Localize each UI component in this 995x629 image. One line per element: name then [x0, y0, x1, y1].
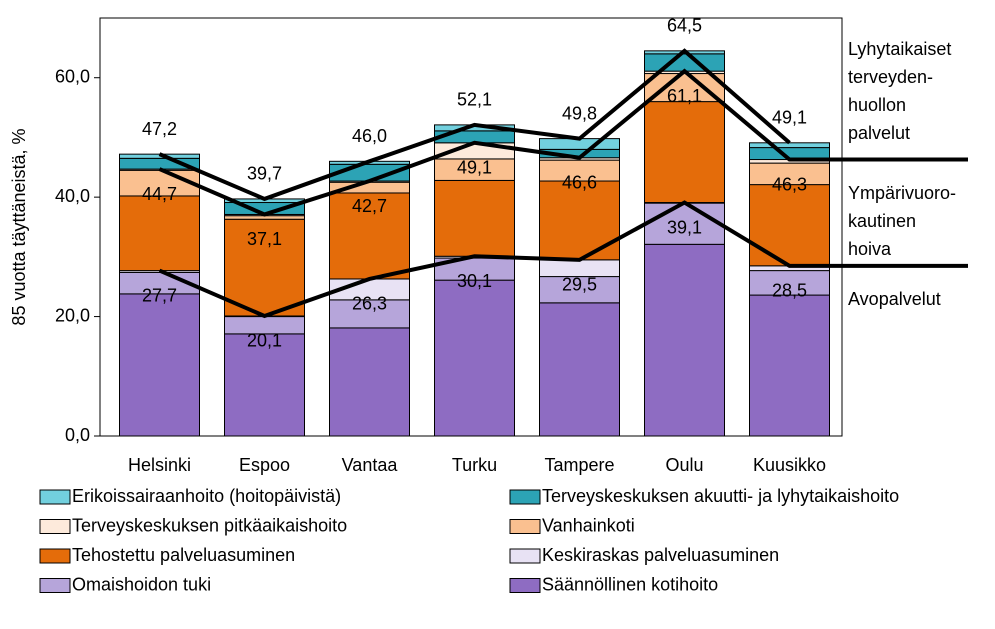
value-label: 30,1 [457, 271, 492, 291]
value-label: 47,2 [142, 119, 177, 139]
bar-segment [539, 302, 620, 437]
legend-swatch [39, 489, 71, 505]
bar-segment [749, 270, 830, 296]
x-tick-label: Oulu [665, 455, 703, 475]
bar-segment [749, 142, 830, 149]
value-label: 46,3 [772, 174, 807, 194]
y-tick-label: 0,0 [65, 425, 90, 445]
value-label: 42,7 [352, 196, 387, 216]
x-tick-label: Helsinki [128, 455, 191, 475]
value-label: 27,7 [142, 285, 177, 305]
line-annotation: Avopalvelut [848, 289, 941, 309]
value-label: 46,0 [352, 126, 387, 146]
bar-segment [644, 101, 725, 204]
value-label: 49,8 [562, 103, 597, 123]
y-tick-label: 60,0 [55, 66, 90, 86]
bar-segment [329, 327, 410, 437]
bar-segment [644, 243, 725, 437]
y-tick-label: 40,0 [55, 186, 90, 206]
legend-swatch [39, 548, 71, 564]
legend-swatch [509, 548, 541, 564]
bar-segment [224, 218, 305, 317]
legend-swatch [39, 578, 71, 593]
value-label: 20,1 [247, 331, 282, 351]
bar-segment [644, 53, 725, 72]
legend-label: Säännöllinen kotihoito [542, 574, 718, 594]
bar-segment [119, 195, 200, 272]
x-tick-label: Vantaa [342, 455, 399, 475]
line-annotation: terveyden- [848, 67, 933, 87]
bar-segment [434, 279, 515, 437]
value-label: 39,1 [667, 217, 702, 237]
x-tick-label: Turku [452, 455, 497, 475]
line-annotation: Lyhytaikaiset [848, 39, 951, 59]
value-label: 46,6 [562, 172, 597, 192]
value-label: 61,1 [667, 86, 702, 106]
legend-label: Terveyskeskuksen akuutti- ja lyhytaikais… [542, 486, 899, 506]
value-label: 26,3 [352, 294, 387, 314]
bar-segment [329, 299, 410, 329]
value-label: 49,1 [457, 158, 492, 178]
legend-label: Vanhainkoti [542, 515, 635, 535]
bar-segment [749, 184, 830, 267]
summary-line [158, 48, 791, 202]
legend-swatch [39, 519, 71, 534]
value-label: 49,1 [772, 108, 807, 128]
line-annotation: hoiva [848, 239, 892, 259]
y-tick-label: 20,0 [55, 305, 90, 325]
line-annotation: Ympärivuoro- [848, 183, 956, 203]
value-label: 39,7 [247, 164, 282, 184]
line-annotation: palvelut [848, 123, 910, 143]
bar-segment [644, 202, 725, 245]
line-annotation: kautinen [848, 211, 916, 231]
value-label: 64,5 [667, 16, 702, 36]
value-label: 37,1 [247, 229, 282, 249]
x-tick-label: Tampere [544, 455, 614, 475]
bar-segment [224, 333, 305, 437]
legend-label: Tehostettu palveluasuminen [72, 545, 295, 565]
value-label: 28,5 [772, 281, 807, 301]
summary-line [158, 68, 968, 217]
legend-swatch [509, 578, 541, 593]
value-label: 29,5 [562, 275, 597, 295]
value-label: 44,7 [142, 184, 177, 204]
value-label: 52,1 [457, 90, 492, 110]
y-axis-label: 85 vuotta täyttäneistä, % [9, 128, 29, 325]
summary-line [158, 200, 968, 319]
bar-segment [749, 294, 830, 437]
legend-swatch [509, 519, 541, 534]
legend-label: Omaishoidon tuki [72, 574, 211, 594]
legend-label: Keskiraskas palveluasuminen [542, 545, 779, 565]
line-annotation: huollon [848, 95, 906, 115]
legend-swatch [509, 489, 541, 505]
x-tick-label: Espoo [239, 455, 290, 475]
x-tick-label: Kuusikko [753, 455, 826, 475]
bar-segment [434, 179, 515, 257]
legend-label: Erikoissairaanhoito (hoitopäivistä) [72, 486, 341, 506]
legend-label: Terveyskeskuksen pitkäaikaishoito [72, 515, 347, 535]
bar-segment [119, 293, 200, 437]
bar-segment [539, 180, 620, 261]
